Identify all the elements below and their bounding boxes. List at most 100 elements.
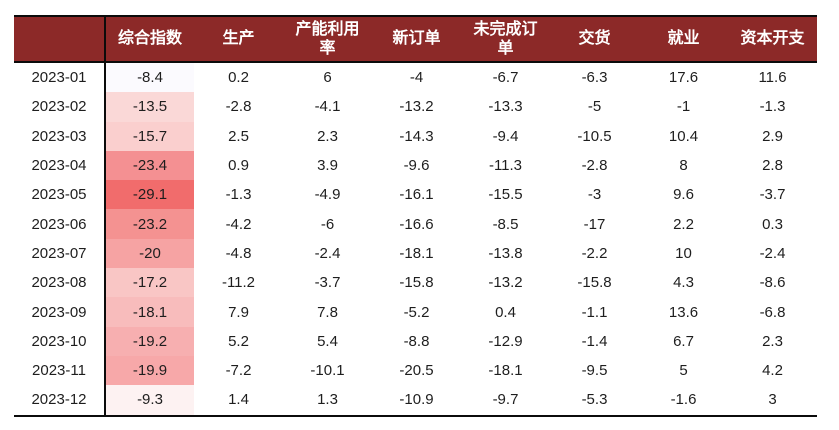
heat-cell: -18.1 — [105, 297, 194, 327]
value-cell: -15.8 — [550, 268, 639, 298]
value-cell: 6 — [283, 62, 372, 93]
table-row: 2023-12 -9.3 1.4 1.3 -10.9 -9.7 -5.3 -1.6 3 — [14, 385, 817, 417]
value-cell: -1.3 — [728, 92, 817, 122]
value-cell: 7.8 — [283, 297, 372, 327]
value-cell: -9.6 — [372, 150, 461, 181]
heat-cell: -9.3 — [105, 385, 194, 417]
value-cell: 17.6 — [639, 62, 728, 93]
value-cell: -18.1 — [372, 238, 461, 269]
row-label: 2023-12 — [14, 385, 106, 417]
value-cell: -20.5 — [372, 355, 461, 386]
column-header-0: 综合指数 — [105, 15, 194, 63]
column-header-2: 产能利用率 — [283, 15, 372, 63]
table-row: 2023-08 -17.2 -11.2 -3.7 -15.8 -13.2 -15.8 4.3-… — [14, 268, 817, 298]
heat-cell: -23.2 — [105, 209, 194, 239]
row-label: 2023-09 — [14, 297, 106, 327]
row-label: 2023-04 — [14, 150, 106, 181]
value-cell: 3 — [728, 385, 817, 417]
value-cell: -10.5 — [550, 121, 639, 151]
row-label: 2023-11 — [14, 355, 106, 386]
value-cell: 2.8 — [728, 150, 817, 181]
heat-cell: -17.2 — [105, 268, 194, 298]
value-cell: -10.1 — [283, 355, 372, 386]
row-label: 2023-10 — [14, 326, 106, 356]
value-cell: -9.7 — [461, 385, 550, 417]
value-cell: -2.8 — [550, 150, 639, 181]
value-cell: -10.9 — [372, 385, 461, 417]
value-cell: -3.7 — [728, 180, 817, 210]
value-cell: -6 — [283, 209, 372, 239]
pmi-subindex-table: 综合指数 生产 产能利用率 新订单 未完成订单 交货 就业 资本开支 2023-01 -8.4 0… — [14, 15, 817, 417]
value-cell: 0.9 — [194, 150, 283, 181]
row-label: 2023-01 — [14, 62, 106, 93]
value-cell: 2.9 — [728, 121, 817, 151]
value-cell: -18.1 — [461, 355, 550, 386]
value-cell: 1.4 — [194, 385, 283, 417]
value-cell: 11.6 — [728, 62, 817, 93]
value-cell: 5 — [639, 355, 728, 386]
table-row: 2023-10 -19.2 5.2 5.4 -8.8 -12.9 -1.4 6.7 2.3 — [14, 326, 817, 356]
value-cell: -1.6 — [639, 385, 728, 417]
value-cell: 0.4 — [461, 297, 550, 327]
value-cell: -4.2 — [194, 209, 283, 239]
value-cell: 3.9 — [283, 150, 372, 181]
value-cell: -9.4 — [461, 121, 550, 151]
column-header-7: 资本开支 — [728, 15, 817, 63]
value-cell: 2.5 — [194, 121, 283, 151]
heat-cell: -15.7 — [105, 121, 194, 151]
heat-cell: -29.1 — [105, 180, 194, 210]
value-cell: 10.4 — [639, 121, 728, 151]
value-cell: -17 — [550, 209, 639, 239]
table-row: 2023-06 -23.2 -4.2 -6 -16.6 -8.5 -17 2.2 0.3 — [14, 209, 817, 239]
table-row: 2023-02 -13.5 -2.8 -4.1 -13.2 -13.3 -5 -1 -1.3 — [14, 92, 817, 122]
column-header-3: 新订单 — [372, 15, 461, 63]
value-cell: -14.3 — [372, 121, 461, 151]
value-cell: -15.5 — [461, 180, 550, 210]
value-cell: -3 — [550, 180, 639, 210]
value-cell: -4.9 — [283, 180, 372, 210]
row-label: 2023-06 — [14, 209, 106, 239]
value-cell: 1.3 — [283, 385, 372, 417]
value-cell: -4 — [372, 62, 461, 93]
value-cell: 2.2 — [639, 209, 728, 239]
corner-cell — [14, 15, 106, 63]
table-row: 2023-03 -15.7 2.5 2.3 -14.3 -9.4 -10.5 10.4 2.9 — [14, 121, 817, 151]
value-cell: -3.7 — [283, 268, 372, 298]
value-cell: 2.3 — [283, 121, 372, 151]
value-cell: 7.9 — [194, 297, 283, 327]
value-cell: 5.4 — [283, 326, 372, 356]
value-cell: 2.3 — [728, 326, 817, 356]
value-cell: 4.2 — [728, 355, 817, 386]
value-cell: 9.6 — [639, 180, 728, 210]
value-cell: -8.8 — [372, 326, 461, 356]
value-cell: 6.7 — [639, 326, 728, 356]
row-label: 2023-05 — [14, 180, 106, 210]
table-row: 2023-11 -19.9 -7.2 -10.1 -20.5 -18.1 -9.5 5 4.2 — [14, 355, 817, 386]
column-header-6: 就业 — [639, 15, 728, 63]
value-cell: -5 — [550, 92, 639, 122]
value-cell: -1.3 — [194, 180, 283, 210]
value-cell: -7.2 — [194, 355, 283, 386]
value-cell: 8 — [639, 150, 728, 181]
value-cell: -8.5 — [461, 209, 550, 239]
heat-cell: -19.2 — [105, 326, 194, 356]
row-label: 2023-02 — [14, 92, 106, 122]
table-row: 2023-01 -8.4 0.2 6 -4 -6.7 -6.3 17.6 11.6 — [14, 62, 817, 93]
value-cell: -16.1 — [372, 180, 461, 210]
value-cell: -1 — [639, 92, 728, 122]
value-cell: -11.2 — [194, 268, 283, 298]
column-header-4: 未完成订单 — [461, 15, 550, 63]
value-cell: -6.3 — [550, 62, 639, 93]
value-cell: 13.6 — [639, 297, 728, 327]
table-row: 2023-05 -29.1 -1.3 -4.9 -16.1 -15.5 -3 9.6 -3.7 — [14, 180, 817, 210]
value-cell: -13.2 — [372, 92, 461, 122]
value-cell: 10 — [639, 238, 728, 269]
table-row: 2023-07 -20 -4.8 -2.4 -18.1 -13.8 -2.2 10 -2.4 — [14, 238, 817, 269]
value-cell: -6.7 — [461, 62, 550, 93]
row-label: 2023-08 — [14, 268, 106, 298]
value-cell: -2.4 — [728, 238, 817, 269]
table-row: 2023-04 -23.4 0.9 3.9 -9.6 -11.3 -2.8 8 2.8 — [14, 150, 817, 181]
value-cell: 0.2 — [194, 62, 283, 93]
value-cell: -4.8 — [194, 238, 283, 269]
